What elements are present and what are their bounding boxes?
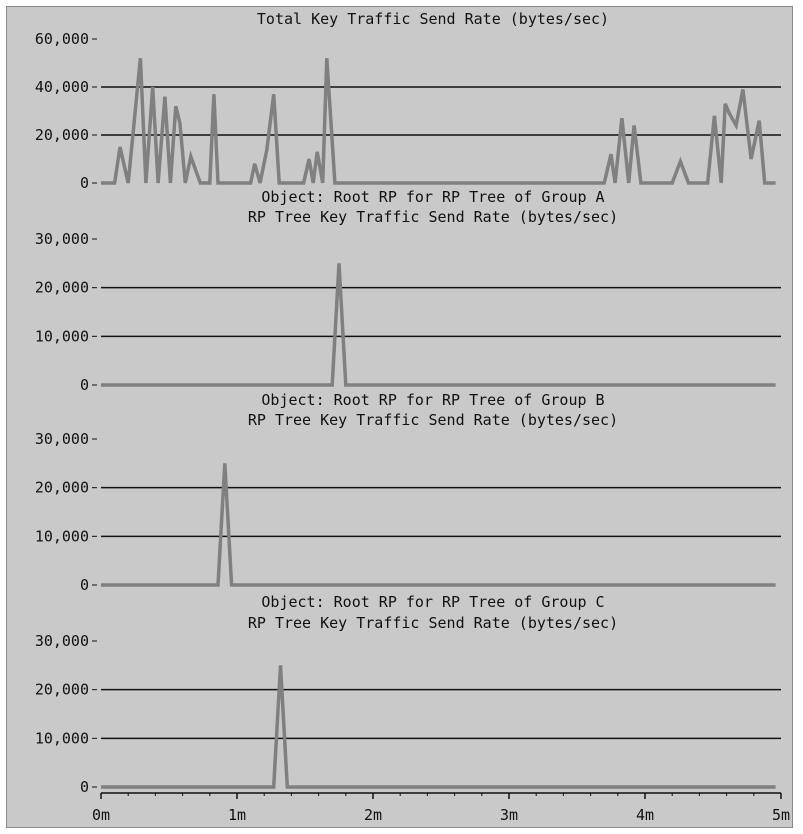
chart-1-y-tick-label: 60,000 [35, 30, 89, 48]
stacked-traffic-charts: Total Key Traffic Send Rate (bytes/sec) 0… [35, 10, 790, 824]
chart-2-y-tick-label: 10,000 [35, 327, 89, 345]
chart-4-series-line [101, 665, 776, 789]
chart-1-y-tick-label: 40,000 [35, 78, 89, 96]
chart-1-series-line [101, 58, 776, 185]
chart-1-y-tick-label: 0 [80, 174, 89, 192]
chart-4-y-tick-label: 20,000 [35, 681, 89, 699]
chart-3-title-line-2: RP Tree Key Traffic Send Rate (bytes/sec… [248, 411, 618, 429]
x-tick-label: 3m [500, 806, 518, 824]
chart-3-y-tick-label: 10,000 [35, 527, 89, 545]
chart-2-y-tick-label: 20,000 [35, 279, 89, 297]
x-tick-label: 2m [364, 806, 382, 824]
x-tick-label: 4m [636, 806, 654, 824]
chart-4-y-tick-label: 10,000 [35, 729, 89, 747]
chart-1-y-tick-label: 20,000 [35, 126, 89, 144]
chart-2-y-tick-label: 0 [80, 376, 89, 394]
chart-4-title-line-2: RP Tree Key Traffic Send Rate (bytes/sec… [248, 614, 618, 632]
chart-3-y-tick-label: 20,000 [35, 479, 89, 497]
chart-4-title-line-1: Object: Root RP for RP Tree of Group C [261, 593, 604, 611]
x-tick-label: 0m [92, 806, 110, 824]
chart-4-y-tick-label: 0 [80, 778, 89, 796]
chart-3-y-tick-label: 0 [80, 576, 89, 594]
chart-2-y-tick-label: 30,000 [35, 230, 89, 248]
chart-2-series-line [101, 263, 776, 387]
chart-4-y-tick-label: 30,000 [35, 632, 89, 650]
chart-2-title-line-1: Object: Root RP for RP Tree of Group A [261, 188, 604, 206]
chart-3-title-line-1: Object: Root RP for RP Tree of Group B [261, 391, 604, 409]
chart-2-title-line-2: RP Tree Key Traffic Send Rate (bytes/sec… [248, 208, 618, 226]
x-tick-label: 5m [772, 806, 790, 824]
chart-1-title-line-1: Total Key Traffic Send Rate (bytes/sec) [257, 10, 609, 28]
chart-3-series-line [101, 463, 776, 587]
x-tick-label: 1m [228, 806, 246, 824]
chart-frame: Total Key Traffic Send Rate (bytes/sec) 0… [6, 6, 793, 828]
chart-3-y-tick-label: 30,000 [35, 430, 89, 448]
